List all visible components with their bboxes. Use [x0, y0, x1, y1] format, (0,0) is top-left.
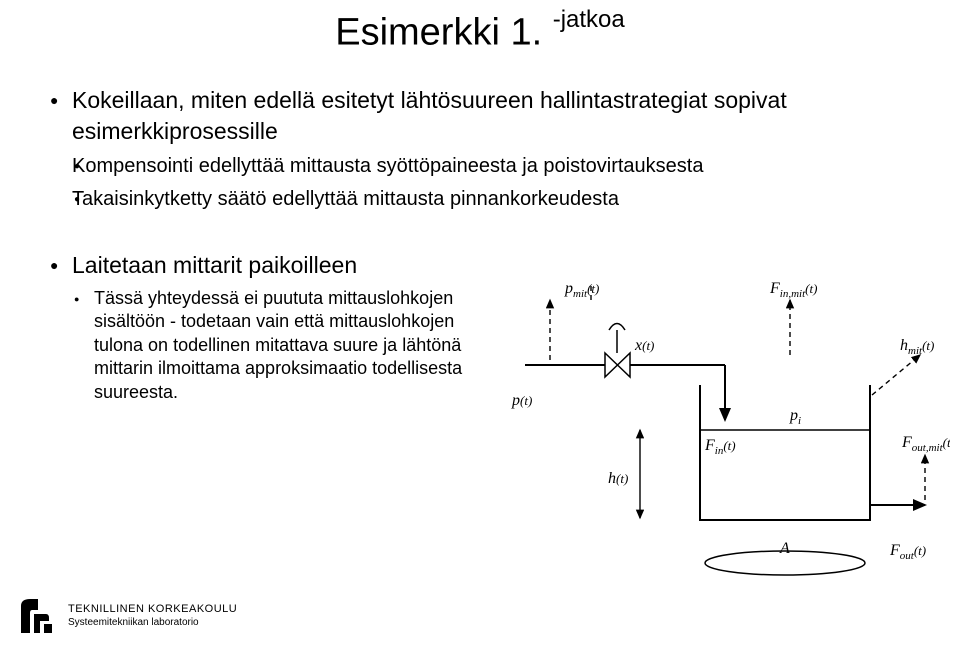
title-row: Esimerkki 1. -jatkoa [0, 10, 960, 55]
label-x: x(t) [634, 337, 654, 354]
label-pi: pi [789, 407, 801, 427]
footer-line2: Systeemitekniikan laboratorio [68, 617, 237, 629]
label-Finmit: Fin,mit(t) [769, 280, 817, 300]
footer: TEKNILLINEN KORKEAKOULU Systeemitekniika… [18, 596, 237, 636]
bullets-top: Kokeillaan, miten edellä esitetyt lähtös… [50, 85, 920, 219]
label-hmit: hmit(t) [900, 337, 934, 357]
bullet-main-2: Laitetaan mittarit paikoilleen [50, 250, 480, 281]
page-title: Esimerkki 1. [335, 12, 542, 54]
label-Fout: Fout(t) [889, 542, 926, 562]
label-h: h(t) [608, 470, 628, 487]
label-pmit: pmit(t) [564, 280, 599, 300]
logo-icon [18, 596, 58, 636]
bullet-sub-3: Tässä yhteydessä ei puututa mittauslohko… [50, 287, 480, 404]
process-diagram: Fout(t) Fout,mit(t) A p(t) [510, 255, 950, 595]
label-A: A [779, 540, 790, 557]
bullet-sub-2: Takaisinkytketty säätö edellyttää mittau… [50, 186, 920, 213]
label-p: p(t) [511, 392, 532, 409]
bullet-sub-1: Kompensointi edellyttää mittausta syöttö… [50, 153, 920, 180]
label-Foutmit: Fout,mit(t) [901, 434, 950, 454]
slide: Esimerkki 1. -jatkoa Kokeillaan, miten e… [0, 0, 960, 650]
left-column: Laitetaan mittarit paikoilleen Tässä yht… [50, 250, 480, 404]
footer-text: TEKNILLINEN KORKEAKOULU Systeemitekniika… [68, 603, 237, 628]
title-suffix: -jatkoa [553, 6, 625, 33]
bullet-main-1: Kokeillaan, miten edellä esitetyt lähtös… [50, 85, 920, 147]
footer-line1: TEKNILLINEN KORKEAKOULU [68, 603, 237, 616]
